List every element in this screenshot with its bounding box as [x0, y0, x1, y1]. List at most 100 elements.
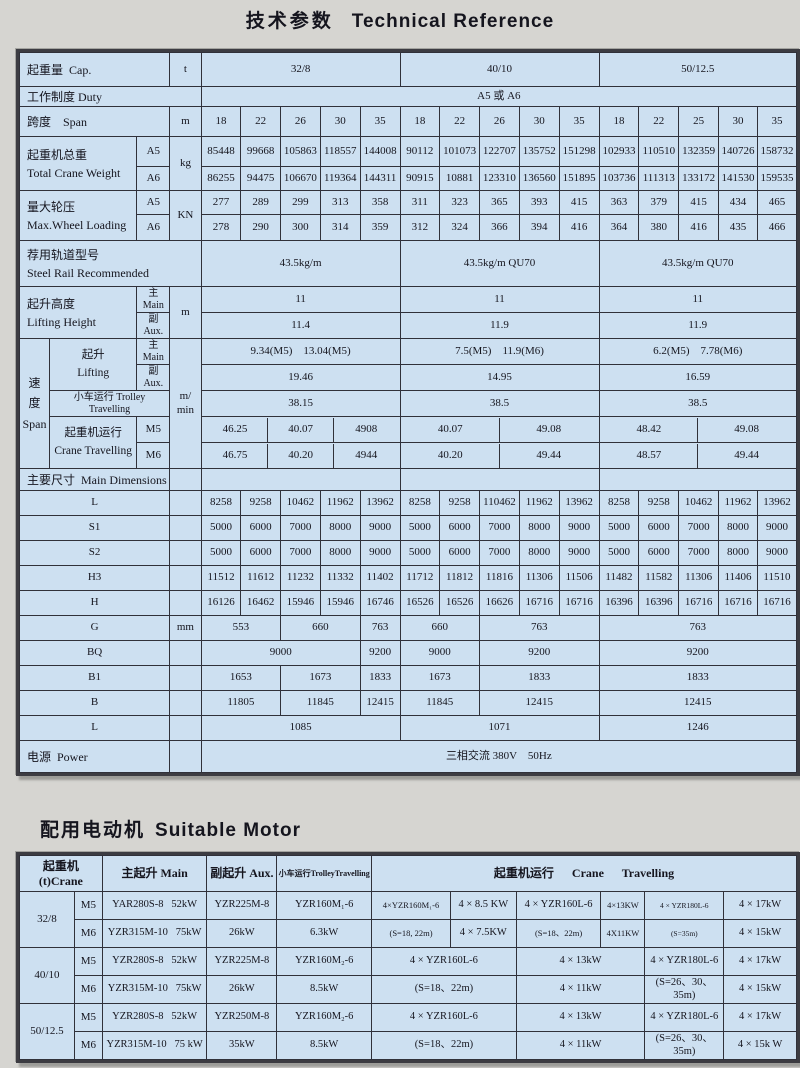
table-cell: 16716: [718, 590, 758, 616]
table-cell: 46.75 40.20 4944: [200, 442, 401, 469]
table-cell: 11232: [280, 565, 321, 591]
table-cell: 8258: [598, 490, 640, 516]
table-subcell: 40.07: [267, 417, 333, 442]
table-cell: [169, 690, 202, 716]
rail-value: 43.5kg/m: [200, 240, 401, 287]
table-cell: YZR280S-8 52kW: [101, 1003, 208, 1032]
table-cell: YZR160M₂-6: [276, 947, 373, 976]
table-cell: 110462: [479, 490, 520, 516]
rail-value: 43.5kg/m QU70: [598, 240, 798, 287]
table-cell: 13962: [756, 490, 798, 516]
sub-label-m6: M6: [136, 442, 171, 469]
capacity-32-8: 32/8: [200, 52, 401, 87]
table-cell: 11510: [756, 565, 798, 591]
table-cell: [169, 540, 202, 566]
table-cell: 16526: [399, 590, 441, 616]
table-cell: 19.46: [200, 364, 401, 391]
duty-a6: A6: [136, 166, 171, 191]
table-cell: 1246: [598, 715, 798, 741]
table-cell: 40.20 49.44: [399, 442, 600, 469]
table-subcell: 40.20: [267, 443, 333, 468]
table-cell: 9000: [756, 515, 798, 541]
table-cell: 4×13KW: [600, 891, 646, 920]
table-cell: 9200: [359, 640, 401, 666]
section-label-main-dimensions: 主要尺寸 Main Dimensions: [18, 468, 171, 491]
duty-a6: A6: [136, 214, 171, 241]
table-cell: 85448: [200, 136, 242, 167]
table-cell: 144311: [359, 166, 401, 191]
duty-a5: A5: [136, 136, 171, 167]
table-subcell: 49.08: [697, 417, 795, 442]
row-label-S1: S1: [18, 515, 171, 541]
capacity-32-8: 32/8: [19, 891, 75, 948]
sub-label-aux: 副Aux.: [136, 312, 171, 339]
table-cell: 25: [678, 106, 720, 137]
sub-label-m5: M5: [136, 416, 171, 443]
table-cell: 16396: [638, 590, 680, 616]
table-cell: 313: [319, 190, 361, 215]
tech-title-zh: 技术参数: [245, 11, 334, 32]
duty-value: A5 或 A6: [200, 86, 798, 107]
table-cell: 11962: [319, 490, 361, 516]
table-subcell: 40.07: [437, 422, 463, 435]
table-cell: 363: [598, 190, 640, 215]
table-cell: 5000: [200, 540, 242, 566]
table-cell: 12415: [479, 690, 600, 716]
table-cell: 11512: [200, 565, 242, 591]
table-cell: [169, 640, 202, 666]
capacity-50-12-5: 50/12.5: [19, 1003, 75, 1060]
table-cell: 16716: [518, 590, 560, 616]
table-cell: (S=35m): [644, 919, 725, 948]
table-cell: 1833: [598, 665, 798, 691]
table-cell: 4 × YZR160L-6: [371, 1003, 517, 1032]
table-cell: 136560: [518, 166, 560, 191]
table-subcell: 48.42: [636, 422, 662, 435]
table-cell: 434: [718, 190, 758, 215]
suitable-motor-table-frame: 起重机(t)Crane 主起升 Main 副起升 Aux. 小车运行TrolleyTr…: [16, 852, 800, 1063]
table-cell: 359: [359, 214, 401, 241]
table-cell: 7000: [479, 540, 520, 566]
table-cell: [169, 565, 202, 591]
table-cell: 9000: [359, 515, 401, 541]
power-value: 三相交流 380V 50Hz: [200, 740, 798, 773]
table-cell: 6.2(M5) 7.78(M6): [598, 338, 798, 365]
table-cell: 416: [678, 214, 720, 241]
split-cell: 46.75 40.20 4944: [203, 443, 399, 468]
table-cell: 105863: [280, 136, 321, 167]
table-cell: 415: [678, 190, 720, 215]
duty-a5: A5: [136, 190, 171, 215]
table-cell: 5000: [399, 515, 441, 541]
table-cell: 111313: [638, 166, 680, 191]
table-cell: 10462: [678, 490, 720, 516]
unit-cell: mm: [169, 615, 202, 641]
row-label-span: 跨度 Span: [18, 106, 171, 137]
table-cell: 8258: [200, 490, 242, 516]
table-cell: 8000: [518, 540, 560, 566]
sub-label-aux: 副Aux.: [136, 364, 171, 391]
table-cell: 8000: [718, 515, 758, 541]
table-cell: 763: [359, 615, 401, 641]
table-cell: YZR315M-10 75kW: [101, 919, 208, 948]
table-cell: 763: [479, 615, 600, 641]
table-cell: 35: [359, 106, 401, 137]
table-cell: 4 × 13kW: [515, 947, 646, 976]
table-cell: 141530: [718, 166, 758, 191]
table-cell: 11306: [678, 565, 720, 591]
table-cell: 379: [638, 190, 680, 215]
table-cell: 393: [518, 190, 560, 215]
table-cell: 16716: [756, 590, 798, 616]
table-cell: 8000: [319, 515, 361, 541]
row-label-steel-rail: 荐用轨道型号 Steel Rail Recommended: [19, 240, 202, 287]
table-cell: 7000: [479, 515, 520, 541]
table-cell: 9258: [439, 490, 480, 516]
col-header-crane-travelling: 起重机运行 Crane Travelling: [371, 855, 797, 892]
tech-title-en: Technical Reference: [351, 11, 555, 32]
table-cell: 4 × 15k W: [723, 1031, 797, 1060]
table-cell: 122707: [479, 136, 520, 167]
table-cell: 16126: [200, 590, 242, 616]
table-cell: 9200: [479, 640, 600, 666]
table-cell: 11: [598, 286, 798, 313]
table-cell: 5000: [598, 515, 640, 541]
row-label-total-crane-weight: 起重机总重 Total Crane Weight: [18, 136, 138, 191]
table-cell: 9000: [756, 540, 798, 566]
